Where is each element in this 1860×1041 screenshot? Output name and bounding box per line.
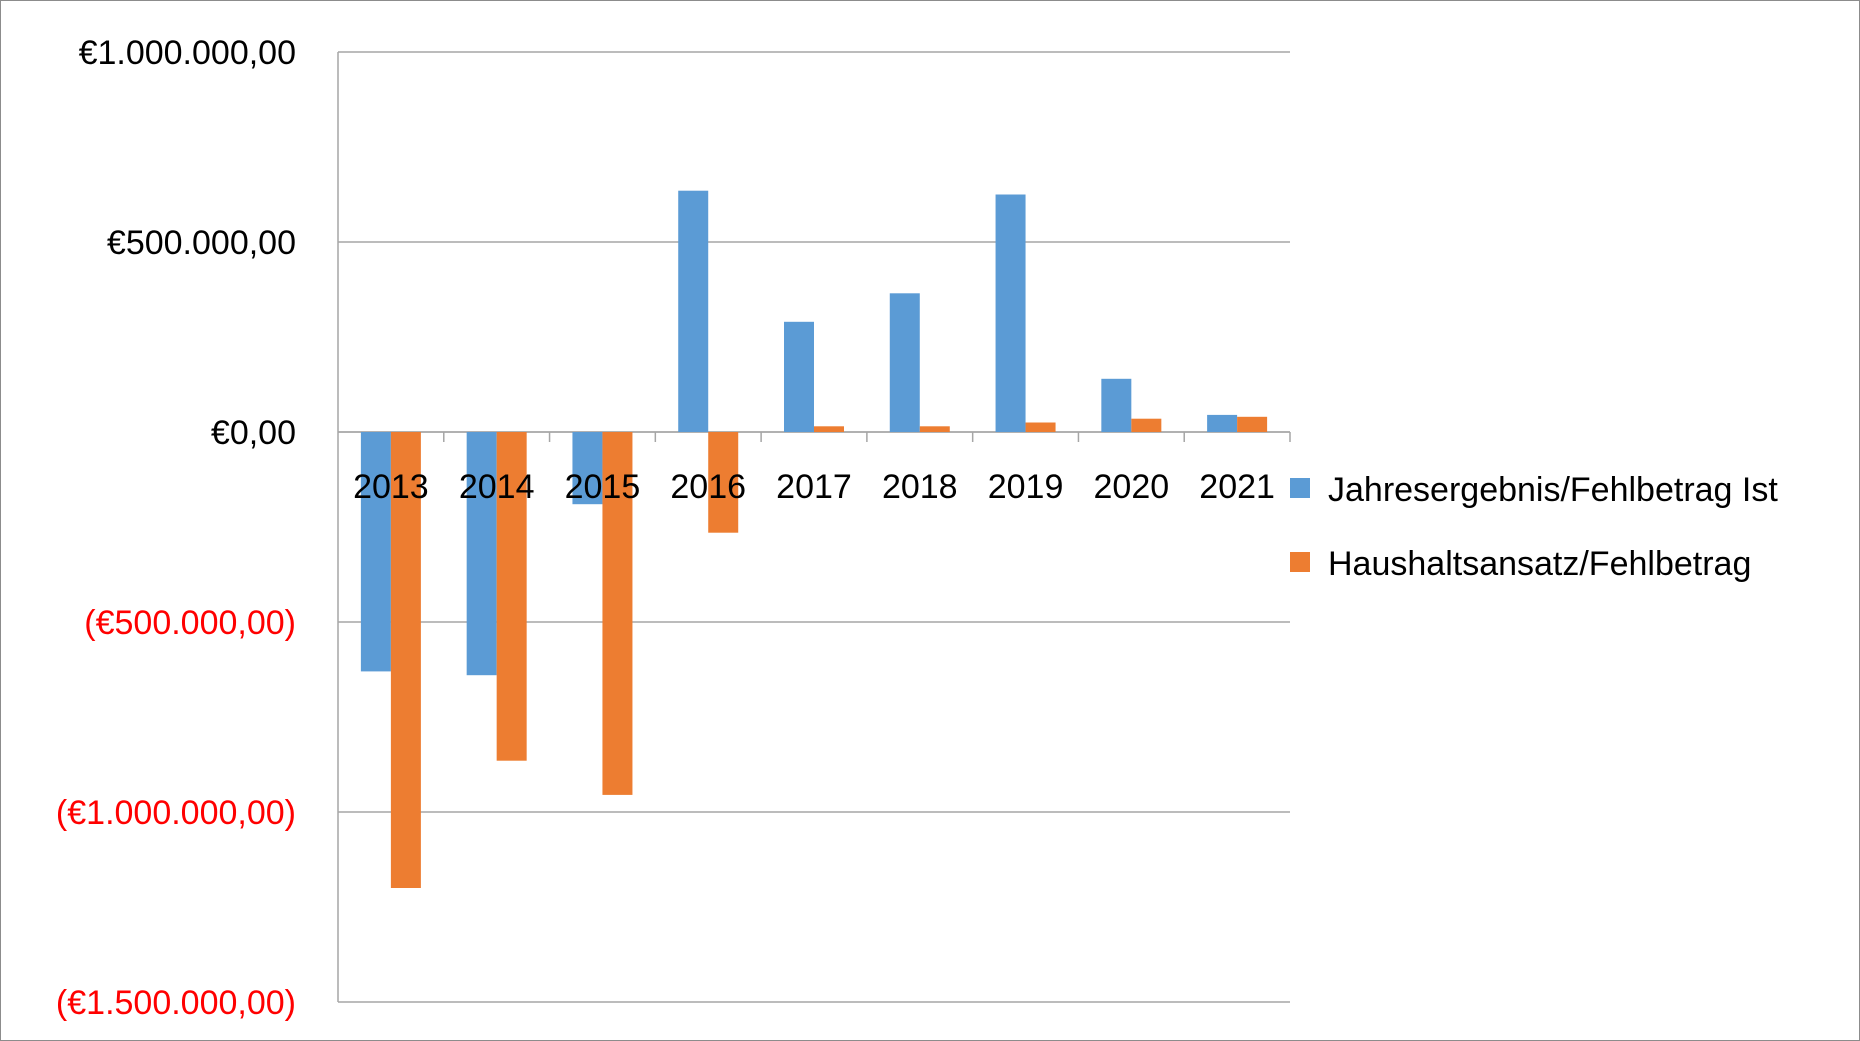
bar-ansatz bbox=[1237, 416, 1268, 432]
bar-ist bbox=[889, 293, 920, 432]
y-tick-label: €1.000.000,00 bbox=[79, 34, 296, 72]
bar-ansatz bbox=[602, 432, 633, 795]
y-tick-label: €0,00 bbox=[211, 414, 296, 452]
x-tick-label: 2015 bbox=[565, 468, 641, 506]
y-tick-label: €500.000,00 bbox=[107, 224, 296, 262]
legend-swatch bbox=[1290, 478, 1310, 498]
bar-ist bbox=[572, 432, 603, 505]
legend-label: Haushaltsansatz/Fehlbetrag bbox=[1328, 545, 1751, 583]
bar-ist bbox=[360, 432, 391, 672]
bar-ansatz bbox=[919, 426, 950, 432]
bar-ist bbox=[678, 190, 709, 432]
y-tick-label: (€500.000,00) bbox=[84, 604, 296, 642]
bar-ansatz bbox=[496, 432, 527, 761]
y-tick-label: (€1.000.000,00) bbox=[56, 794, 296, 832]
bar-ansatz bbox=[708, 432, 739, 533]
x-tick-label: 2014 bbox=[459, 468, 535, 506]
y-tick-label: (€1.500.000,00) bbox=[56, 984, 296, 1022]
bar-ist bbox=[1101, 378, 1132, 432]
bar-ansatz bbox=[390, 432, 421, 888]
x-tick-label: 2017 bbox=[776, 468, 852, 506]
x-tick-label: 2020 bbox=[1094, 468, 1170, 506]
bar-ansatz bbox=[814, 426, 844, 432]
bar-ist bbox=[1207, 414, 1238, 432]
x-tick-label: 2016 bbox=[670, 468, 746, 506]
bar-ansatz bbox=[1131, 418, 1162, 432]
legend-label: Jahresergebnis/Fehlbetrag Ist bbox=[1328, 471, 1778, 509]
bar-ist bbox=[784, 321, 814, 432]
x-tick-label: 2019 bbox=[988, 468, 1064, 506]
bar-ist bbox=[466, 432, 497, 676]
x-tick-label: 2021 bbox=[1199, 468, 1275, 506]
x-tick-label: 2013 bbox=[353, 468, 429, 506]
bar-ansatz bbox=[1025, 422, 1056, 432]
bar-ist bbox=[995, 194, 1026, 432]
x-tick-label: 2018 bbox=[882, 468, 958, 506]
legend-swatch bbox=[1290, 552, 1310, 572]
